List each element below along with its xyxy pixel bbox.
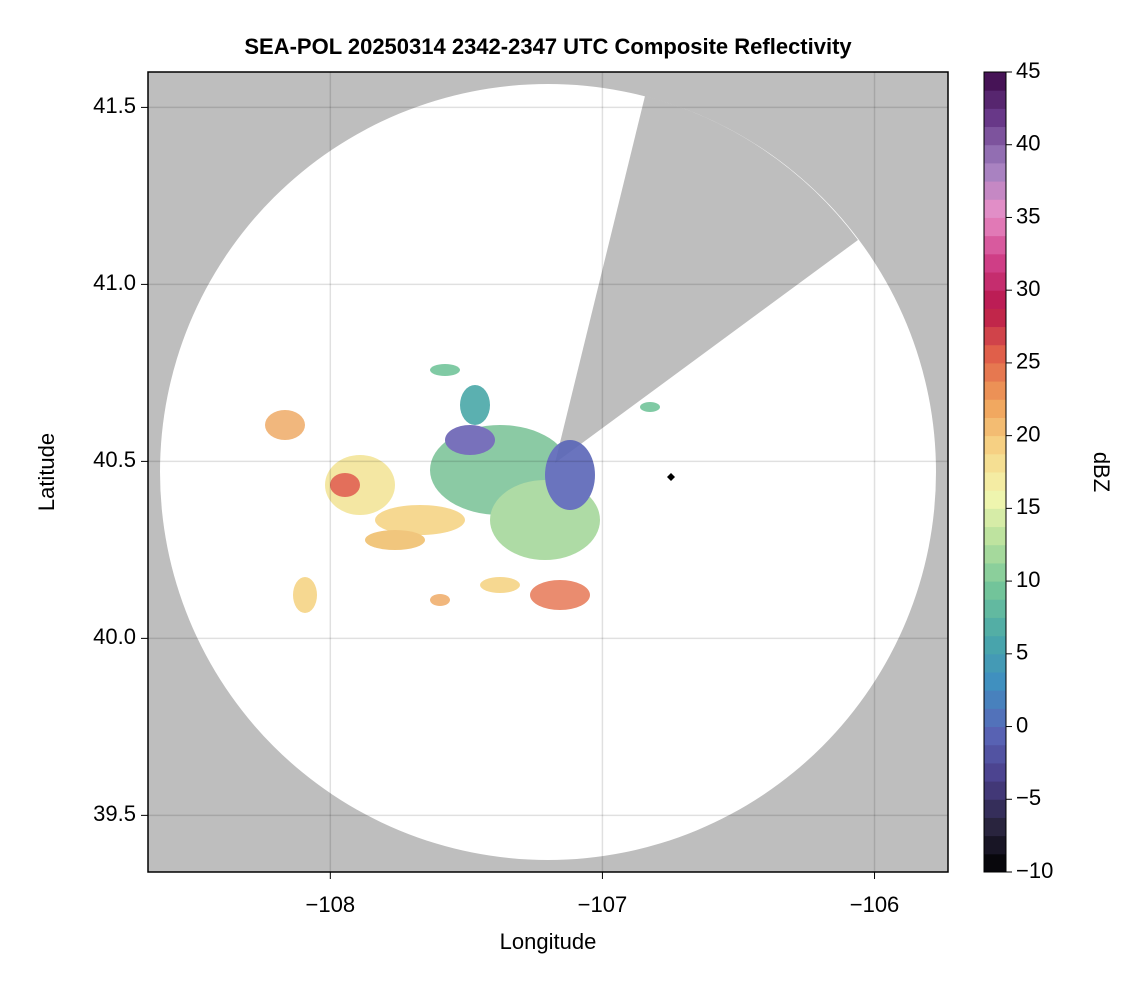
colorbar-label: dBZ — [1089, 452, 1114, 492]
colorbar-step — [984, 653, 1006, 673]
echo — [293, 577, 317, 613]
x-tick-label: −106 — [850, 892, 900, 917]
colorbar-tick-label: −10 — [1016, 858, 1053, 883]
colorbar-step — [984, 799, 1006, 818]
colorbar-step — [984, 690, 1006, 709]
colorbar-step — [984, 90, 1006, 109]
colorbar-step — [984, 290, 1006, 309]
colorbar-step — [984, 326, 1006, 346]
colorbar-step — [984, 708, 1006, 728]
colorbar-step — [984, 253, 1006, 273]
colorbar-step — [984, 381, 1006, 400]
y-tick-label: 40.0 — [93, 624, 136, 649]
colorbar-step — [984, 417, 1006, 437]
colorbar-tick-label: −5 — [1016, 785, 1041, 810]
radar-site — [667, 473, 675, 481]
echo — [430, 364, 460, 376]
colorbar-step — [984, 435, 1006, 455]
colorbar-tick-label: 5 — [1016, 640, 1028, 665]
colorbar-step — [984, 453, 1006, 473]
colorbar-step — [984, 853, 1006, 873]
colorbar-step — [984, 181, 1006, 200]
plot-frame — [147, 71, 949, 873]
colorbar-step — [984, 126, 1006, 146]
colorbar-tick-label: 25 — [1016, 349, 1040, 374]
echo — [365, 530, 425, 550]
colorbar-step — [984, 199, 1006, 218]
colorbar-step — [984, 472, 1006, 491]
blocked-sector — [555, 96, 858, 463]
echo — [430, 594, 450, 606]
y-tick-label: 39.5 — [93, 801, 136, 826]
echo — [640, 402, 660, 412]
colorbar-step — [984, 72, 1006, 91]
echoes — [265, 364, 660, 613]
colorbar-tick-label: 0 — [1016, 712, 1028, 737]
colorbar-tick-label: 15 — [1016, 494, 1040, 519]
echo — [265, 410, 305, 440]
colorbar-step — [984, 672, 1006, 691]
colorbar-step — [984, 308, 1006, 328]
colorbar-step — [984, 508, 1006, 528]
echo — [375, 505, 465, 535]
colorbar-step — [984, 762, 1006, 782]
colorbar-step — [984, 781, 1006, 800]
colorbar-step — [984, 581, 1006, 600]
x-axis-label: Longitude — [500, 929, 597, 954]
colorbar-tick-label: 20 — [1016, 421, 1040, 446]
colorbar-step — [984, 344, 1006, 364]
colorbar-step — [984, 544, 1006, 564]
echo — [545, 440, 595, 510]
echo — [330, 473, 360, 497]
colorbar-step — [984, 490, 1006, 509]
colorbar-step — [984, 599, 1006, 618]
colorbar-step — [984, 526, 1006, 546]
colorbar-step — [984, 726, 1006, 746]
colorbar-tick-label: 45 — [1016, 58, 1040, 83]
colorbar-step — [984, 217, 1006, 237]
echo — [530, 580, 590, 610]
colorbar-tick-label: 30 — [1016, 276, 1040, 301]
y-tick-label: 40.5 — [93, 447, 136, 472]
y-tick-label: 41.5 — [93, 93, 136, 118]
x-tick-label: −108 — [306, 892, 356, 917]
echo — [460, 385, 490, 425]
colorbar-step — [984, 635, 1006, 655]
colorbar-tick-label: 40 — [1016, 131, 1040, 156]
colorbar-step — [984, 362, 1006, 382]
colorbar-step — [984, 144, 1006, 164]
colorbar-tick-label: 10 — [1016, 567, 1040, 592]
colorbar-frame — [983, 71, 1007, 873]
radar-coverage — [160, 84, 936, 860]
echo — [480, 577, 520, 593]
x-tick-label: −107 — [578, 892, 628, 917]
colorbar-step — [984, 744, 1006, 764]
colorbar-step — [984, 399, 1006, 418]
y-axis-label: Latitude — [34, 433, 59, 511]
colorbar-step — [984, 272, 1006, 291]
colorbar-step — [984, 235, 1006, 255]
chart-title: SEA-POL 20250314 2342-2347 UTC Composite… — [244, 34, 852, 59]
colorbar-tick-label: 35 — [1016, 203, 1040, 228]
colorbar-step — [984, 562, 1006, 582]
echo — [445, 425, 495, 455]
colorbar-step — [984, 817, 1006, 837]
colorbar-step — [984, 835, 1006, 855]
colorbar-step — [984, 162, 1006, 182]
colorbar-step — [984, 108, 1006, 128]
colorbar-step — [984, 617, 1006, 637]
y-tick-label: 41.0 — [93, 270, 136, 295]
